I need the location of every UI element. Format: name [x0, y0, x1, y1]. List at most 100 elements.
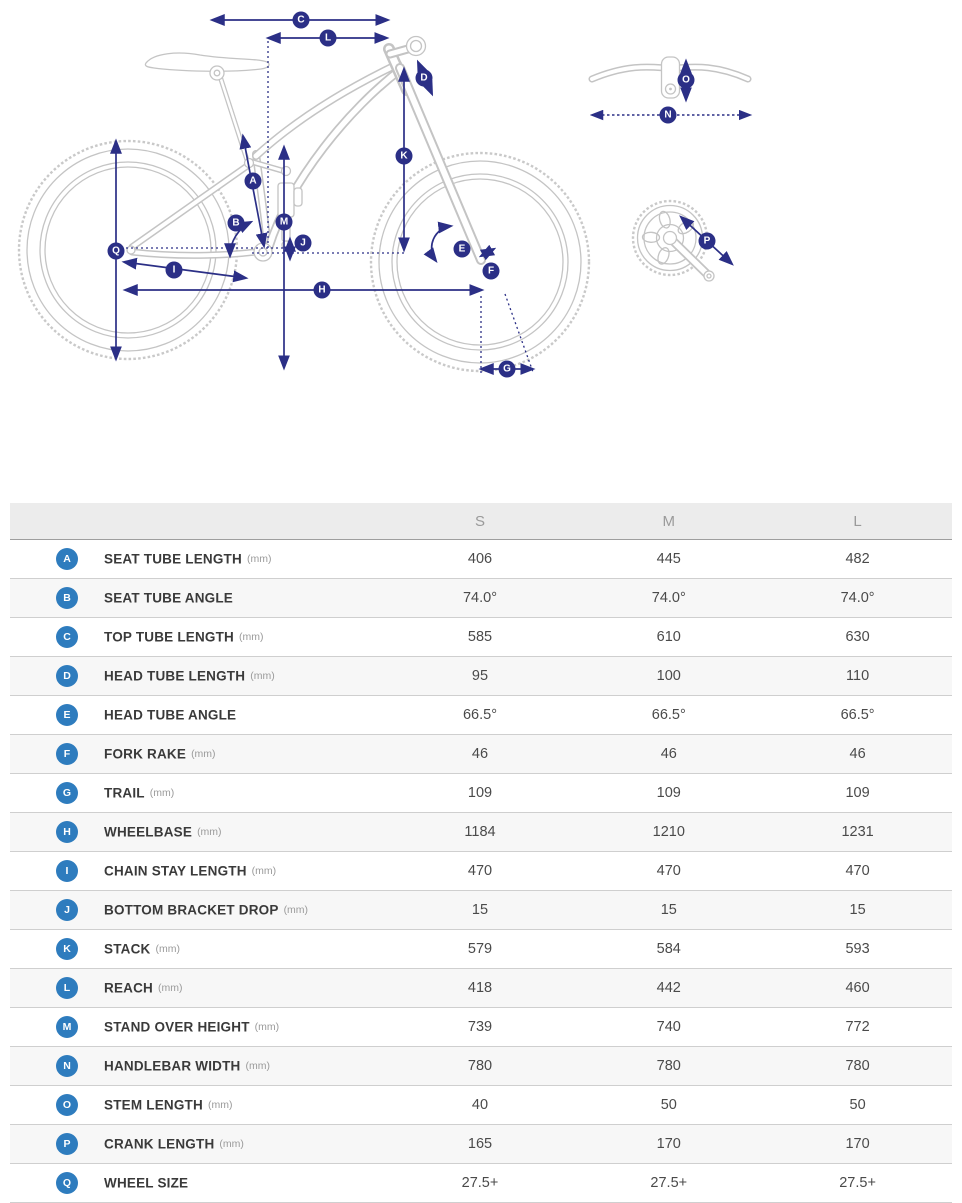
- row-label: STEM LENGTH: [104, 1097, 203, 1113]
- bike-frame: [126, 35, 481, 262]
- row-label: HANDLEBAR WIDTH: [104, 1058, 241, 1074]
- pivot-rocker: [280, 165, 292, 177]
- cell-l: 772: [763, 1007, 952, 1047]
- diagram-badge-n: N: [659, 106, 677, 124]
- diagram-badge-i: I: [165, 261, 183, 279]
- diagram-badge-m: M: [275, 213, 293, 231]
- cell-l: 630: [763, 617, 952, 657]
- cell-s: 406: [385, 539, 575, 579]
- diagram-badge-a: A: [244, 172, 262, 190]
- table-row: D HEAD TUBE LENGTH (mm) 95 100 110: [10, 656, 952, 696]
- svg-text:B: B: [232, 218, 239, 229]
- diagram-badge-d: D: [415, 69, 433, 87]
- table-row: G TRAIL (mm) 109 109 109: [10, 773, 952, 813]
- row-label: HEAD TUBE LENGTH: [104, 668, 246, 684]
- row-label: FORK RAKE: [104, 746, 187, 762]
- cell-s: 27.5+: [385, 1163, 575, 1203]
- svg-text:F: F: [488, 266, 494, 277]
- cell-s: 1184: [385, 812, 575, 852]
- row-unit: (mm): [219, 1138, 244, 1150]
- cell-s: 739: [385, 1007, 575, 1047]
- cell-m: 445: [574, 539, 764, 579]
- cell-m: 442: [574, 968, 764, 1008]
- bottom-bracket: [253, 242, 273, 262]
- col-header-m: M: [574, 503, 764, 540]
- cell-s: 470: [385, 851, 575, 891]
- front-wheel: [369, 151, 591, 373]
- cell-m: 170: [574, 1124, 764, 1164]
- svg-text:Q: Q: [112, 246, 120, 257]
- row-letter-badge: I: [56, 860, 78, 882]
- handlebar-top-view: [592, 56, 748, 99]
- diagram-badge-k: K: [395, 147, 413, 165]
- cell-l: 27.5+: [763, 1163, 952, 1203]
- cell-m: 66.5°: [574, 695, 764, 735]
- diagram-badges: A B C D E F G H I J K L M N O P Q: [107, 11, 716, 378]
- svg-text:A: A: [249, 176, 256, 187]
- cell-l: 780: [763, 1046, 952, 1086]
- row-letter-badge: G: [56, 782, 78, 804]
- cell-m: 470: [574, 851, 764, 891]
- row-unit: (mm): [245, 1060, 270, 1072]
- measure-f-arrow: [478, 244, 497, 261]
- cell-s: 66.5°: [385, 695, 575, 735]
- row-letter-badge: Q: [56, 1172, 78, 1194]
- cell-s: 15: [385, 890, 575, 930]
- table-row: O STEM LENGTH (mm) 40 50 50: [10, 1085, 952, 1125]
- row-unit: (mm): [254, 1021, 280, 1033]
- steering-axis-dotted-line: [504, 293, 534, 373]
- cell-m: 1210: [574, 812, 764, 852]
- col-header-empty: [10, 503, 386, 540]
- svg-text:M: M: [280, 217, 288, 228]
- table-row: C TOP TUBE LENGTH (mm) 585 610 630: [10, 617, 952, 657]
- row-label: CHAIN STAY LENGTH: [104, 863, 247, 879]
- cell-s: 95: [385, 656, 575, 696]
- col-header-l: L: [763, 503, 952, 540]
- cell-s: 165: [385, 1124, 575, 1164]
- cell-s: 40: [385, 1085, 575, 1125]
- rear-axle: [126, 245, 136, 255]
- cell-m: 46: [574, 734, 764, 774]
- cell-l: 470: [763, 851, 952, 891]
- svg-text:C: C: [297, 15, 304, 26]
- row-letter-badge: J: [56, 899, 78, 921]
- table-row: N HANDLEBAR WIDTH (mm) 780 780 780: [10, 1046, 952, 1086]
- row-letter-badge: N: [56, 1055, 78, 1077]
- col-header-s: S: [385, 503, 575, 540]
- svg-text:G: G: [503, 364, 511, 375]
- row-label: TRAIL: [104, 785, 145, 801]
- row-label: REACH: [104, 980, 154, 996]
- cell-m: 74.0°: [574, 578, 764, 618]
- bike-geometry-diagram: A B C D E F G H I J K L M N O P Q: [0, 0, 962, 470]
- table-row: F FORK RAKE (mm) 46 46 46: [10, 734, 952, 774]
- table-row: M STAND OVER HEIGHT (mm) 739 740 772: [10, 1007, 952, 1047]
- svg-text:D: D: [420, 73, 427, 84]
- grip-end: [405, 35, 427, 57]
- cell-m: 15: [574, 890, 764, 930]
- row-label: STAND OVER HEIGHT: [104, 1019, 250, 1035]
- row-unit: (mm): [155, 943, 181, 955]
- svg-text:I: I: [173, 265, 176, 276]
- diagram-badge-b: B: [227, 214, 245, 232]
- cell-l: 593: [763, 929, 952, 969]
- row-unit: (mm): [251, 865, 277, 877]
- table-row: A SEAT TUBE LENGTH (mm) 406 445 482: [10, 539, 952, 579]
- row-letter-badge: A: [56, 548, 78, 570]
- row-label: CRANK LENGTH: [104, 1136, 215, 1152]
- svg-text:H: H: [318, 285, 325, 296]
- row-unit: (mm): [246, 553, 272, 565]
- table-row: I CHAIN STAY LENGTH (mm) 470 470 470: [10, 851, 952, 891]
- diagram-badge-h: H: [313, 281, 331, 299]
- svg-text:N: N: [664, 110, 671, 121]
- table-row: H WHEELBASE (mm) 1184 1210 1231: [10, 812, 952, 852]
- cell-m: 584: [574, 929, 764, 969]
- cell-l: 74.0°: [763, 578, 952, 618]
- row-letter-badge: E: [56, 704, 78, 726]
- row-letter-badge: K: [56, 938, 78, 960]
- row-label: HEAD TUBE ANGLE: [104, 707, 237, 723]
- measure-i-arrow: [121, 257, 249, 283]
- row-label: SEAT TUBE LENGTH: [104, 551, 242, 567]
- measure-a-arrow: [239, 133, 268, 249]
- cell-l: 1231: [763, 812, 952, 852]
- diagram-badge-p: P: [698, 232, 716, 250]
